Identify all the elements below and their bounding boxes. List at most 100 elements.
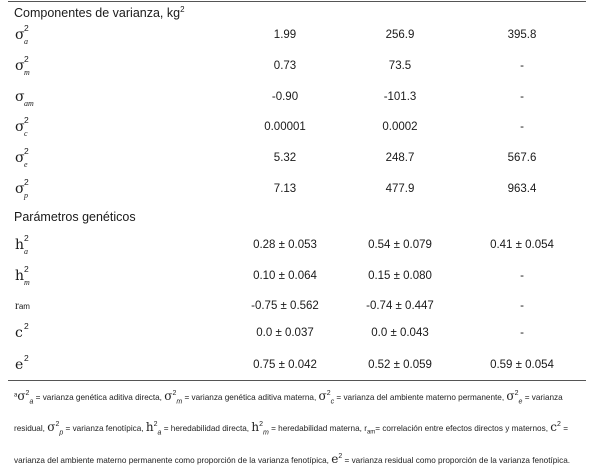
symbol-sub: am	[18, 302, 30, 311]
symbol-sub: m	[24, 68, 30, 77]
sigma-c-symbol: σ2c	[318, 389, 335, 406]
section-title-variance: Componentes de varianza, kg2	[14, 5, 185, 20]
symbol-sup: 2	[24, 146, 29, 156]
symbol-sup: 2	[24, 115, 29, 125]
sigma-a-symbol: σ2a	[17, 389, 34, 406]
h-m-symbol: h2m	[251, 420, 269, 437]
table-cell: 0.73	[273, 60, 297, 72]
table-cell: 1.99	[273, 29, 297, 41]
footnote-text: = varianza fenotípica,	[65, 424, 144, 434]
symbol-sub: a	[24, 247, 28, 256]
sigma-e-symbol: σ2e	[506, 389, 523, 406]
section-title-genetic: Parámetros genéticos	[14, 210, 136, 224]
e2-symbol: e2	[331, 452, 343, 467]
symbol-sup: 2	[24, 264, 29, 274]
table-cell: 0.00001	[264, 121, 306, 133]
symbol-sup: 2	[24, 233, 29, 243]
r-am-base: r	[364, 424, 367, 434]
table-top-rule	[8, 1, 586, 2]
table-cell: 248.7	[385, 152, 415, 164]
table-cell: 963.4	[507, 183, 537, 195]
footnote-text: = heredabilidad directa,	[163, 424, 250, 434]
table-row: ram -0.75 ± 0.562 -0.74 ± 0.447 -	[0, 298, 590, 322]
symbol-sup: 2	[24, 353, 29, 363]
table-cell: 0.0002	[382, 121, 418, 133]
table-cell: -	[520, 121, 524, 133]
table-cell: 0.75 ± 0.042	[253, 359, 317, 371]
table-cell: 567.6	[507, 152, 537, 164]
footnote-text: = varianza del ambiente materno permanen…	[14, 424, 568, 466]
table-footnote: aσ2a = varianza genética aditiva directa…	[14, 382, 580, 472]
table-cell: -101.3	[383, 91, 417, 103]
footnote-text: = varianza genética aditiva materna,	[184, 393, 317, 402]
symbol-sub: am	[24, 99, 34, 108]
table-cell: 0.0 ± 0.037	[256, 327, 314, 339]
symbol-base: h	[15, 268, 25, 284]
symbol-sub: a	[24, 37, 28, 46]
table-cell: 0.15 ± 0.080	[368, 270, 432, 282]
footnote-text: = varianza residual,	[14, 393, 563, 434]
table-cell: 0.59 ± 0.054	[490, 359, 554, 371]
table-cell: 395.8	[507, 29, 537, 41]
table-cell: 0.0 ± 0.043	[371, 327, 429, 339]
section-title-variance-text: Componentes de varianza, kg	[14, 6, 181, 21]
symbol-sup: 2	[24, 177, 29, 187]
symbol-base: h	[15, 237, 25, 253]
symbol-base: r	[15, 300, 19, 312]
symbol-base: σ	[15, 119, 25, 135]
symbol-sup: 2	[24, 321, 29, 331]
table-cell: 0.41 ± 0.054	[490, 239, 554, 251]
row-symbol: σ am	[15, 89, 34, 108]
r-am-symbol: ram	[364, 424, 375, 436]
symbol-sub: e	[24, 160, 28, 169]
symbol-sup: 2	[24, 54, 29, 64]
table-cell: -0.75 ± 0.562	[251, 300, 319, 312]
symbol-sub: p	[24, 191, 28, 200]
table-cell: -	[520, 300, 524, 312]
table-cell: -0.90	[271, 91, 299, 103]
table-row: σ am -0.90 -101.3 -	[0, 89, 590, 113]
symbol-base: σ	[15, 89, 25, 105]
section-title-variance-sup: 2	[180, 5, 185, 14]
row-symbol: ram	[15, 300, 30, 312]
table-cell: 0.10 ± 0.064	[253, 270, 317, 282]
footnote-text: = varianza genética aditiva directa,	[35, 393, 162, 402]
symbol-base: σ	[15, 58, 25, 74]
symbol-sup: 2	[24, 23, 29, 33]
symbol-sub: m	[24, 278, 30, 287]
table-cell: 7.13	[273, 183, 297, 195]
sigma-m-symbol: σ2m	[164, 389, 183, 406]
footnote-text: = heredabilidad materna,	[271, 424, 362, 434]
table-cell: 477.9	[385, 183, 415, 195]
table-cell: 5.32	[273, 152, 297, 164]
footnote-marker: a	[14, 392, 18, 399]
c2-symbol: c2	[550, 420, 561, 435]
h-a-symbol: h2a	[145, 420, 162, 437]
table-cell: 0.28 ± 0.053	[253, 239, 317, 251]
table-bottom-rule	[8, 380, 586, 381]
table-cell: -	[520, 270, 524, 282]
table-cell: -	[520, 91, 524, 103]
symbol-sub: c	[24, 129, 28, 138]
sigma-p-symbol: σ2p	[47, 420, 64, 437]
symbol-base: σ	[15, 181, 25, 197]
footnote-text: = varianza del ambiente materno permanen…	[336, 393, 505, 402]
